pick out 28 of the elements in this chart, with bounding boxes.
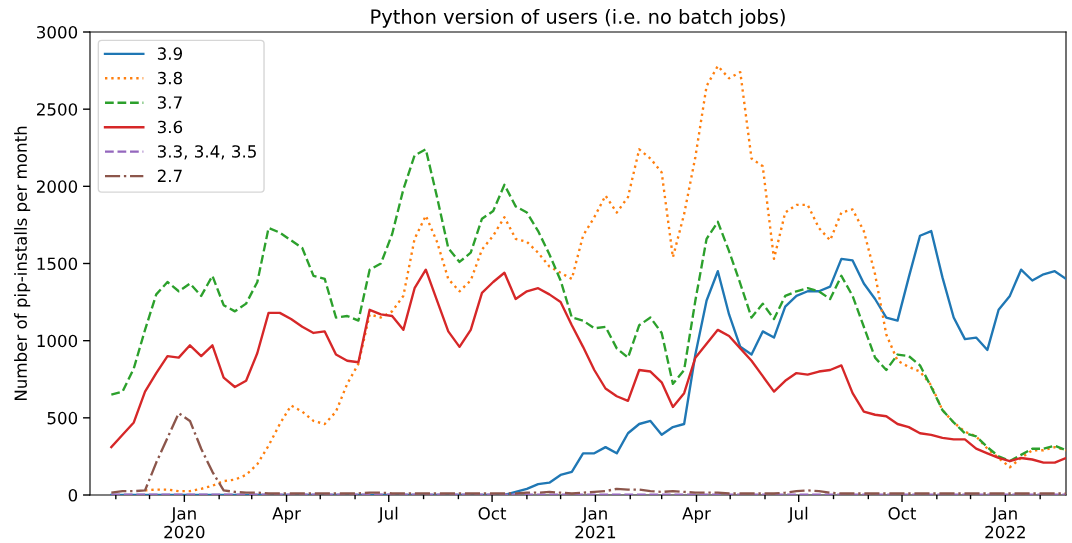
legend-label: 3.9 (157, 47, 182, 60)
legend-label: 3.8 (157, 71, 183, 85)
x-tick-label: Oct (888, 507, 917, 520)
line-series (110, 229, 1066, 495)
x-tick-label: Jul (787, 506, 808, 523)
y-tick-label: 2000 (37, 180, 78, 193)
x-tick-label: Apr (682, 507, 711, 523)
y-tick-label: 500 (47, 411, 78, 425)
x-tick-label: Apr (272, 507, 301, 523)
line-series (110, 268, 1066, 464)
y-tick-label: 1500 (37, 257, 78, 271)
x-tick-label: Oct (478, 507, 507, 520)
y-axis-title: Number of pip-installs per month (14, 126, 31, 401)
y-tick-label: 3000 (37, 25, 78, 39)
y-tick-label: 2500 (37, 103, 78, 116)
y-tick-label: 1000 (37, 334, 78, 348)
x-tick-label: Jan 2020 (164, 507, 205, 539)
x-tick-label: Jan 2021 (575, 507, 616, 539)
line-series (110, 412, 1066, 495)
legend-label: 3.3, 3.4, 3.5 (157, 145, 256, 160)
line-series (143, 64, 1066, 493)
legend-label: 2.7 (157, 169, 182, 182)
y-tick-label: 0 (68, 488, 78, 502)
x-tick-label: Jul (377, 506, 398, 523)
legend-label: 3.7 (157, 96, 182, 109)
x-tick-label: Jan 2022 (985, 507, 1025, 539)
legend-label: 3.6 (157, 120, 183, 134)
chart-title: Python version of users (i.e. no batch jobs) (371, 8, 785, 28)
